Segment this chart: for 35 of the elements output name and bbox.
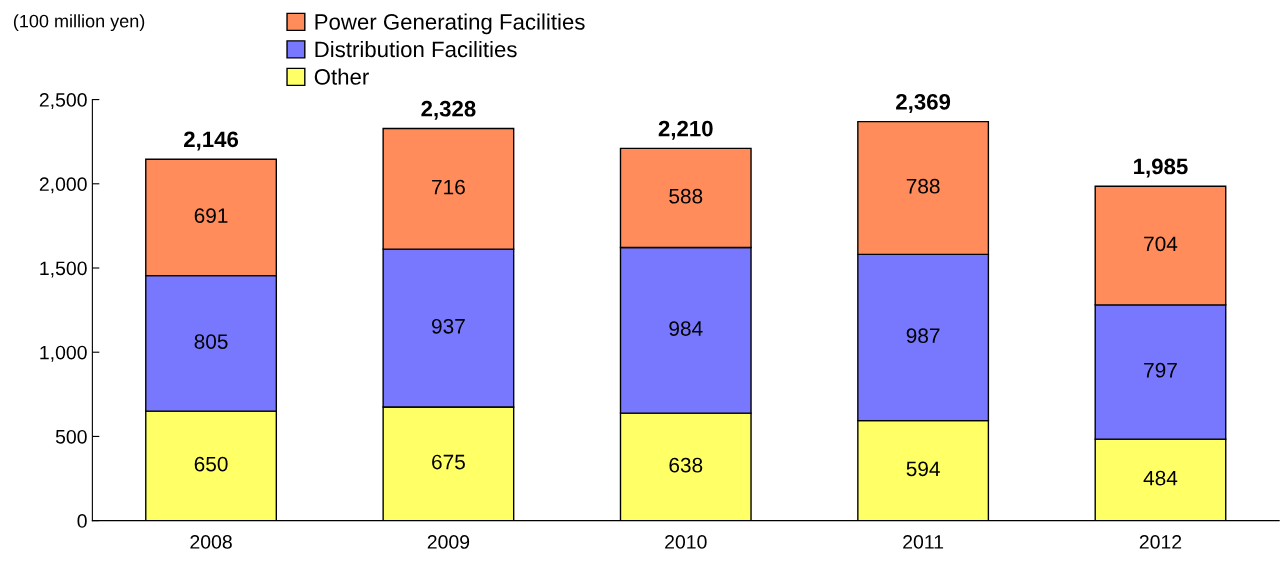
total-label: 2,369 [896, 93, 951, 113]
y-tick-label: 2,000 [39, 177, 87, 194]
y-tick-label: 1,000 [40, 345, 87, 362]
total-label: 2,210 [658, 120, 713, 140]
data-label: 788 [906, 178, 940, 194]
data-label: 805 [194, 334, 228, 349]
legend-label: Power Generating Facilities [315, 13, 585, 35]
x-tick-label: 2009 [427, 535, 470, 549]
x-tick-label: 2011 [903, 535, 944, 549]
x-tick-label: 2012 [1139, 535, 1182, 549]
legend-label: Distribution Facilities [315, 40, 517, 58]
data-label: 716 [432, 179, 465, 195]
data-label: 987 [906, 328, 940, 344]
y-tick-label: 0 [77, 514, 87, 528]
y-tick-label: 1,500 [40, 261, 87, 278]
total-label: 1,985 [1134, 158, 1188, 178]
data-label: 984 [669, 321, 703, 336]
data-label: 691 [194, 208, 228, 223]
legend-label: Other [314, 68, 369, 85]
total-label: 2,328 [421, 100, 476, 120]
data-label: 675 [432, 454, 465, 470]
data-label: 937 [432, 318, 465, 334]
x-tick-label: 2010 [665, 535, 707, 549]
y-axis-title: (100 million yen) [13, 14, 145, 32]
y-tick-label: 2,500 [39, 93, 87, 110]
data-label: 797 [1144, 362, 1177, 378]
x-tick-label: 2008 [190, 535, 232, 549]
data-label: 594 [906, 461, 940, 477]
data-label: 484 [1143, 470, 1178, 486]
data-label: 704 [1144, 236, 1178, 252]
data-label: 650 [194, 456, 228, 472]
data-label: 588 [669, 188, 703, 204]
data-label: 638 [669, 457, 703, 473]
y-tick-label: 500 [55, 429, 87, 444]
total-label: 2,146 [184, 131, 239, 151]
